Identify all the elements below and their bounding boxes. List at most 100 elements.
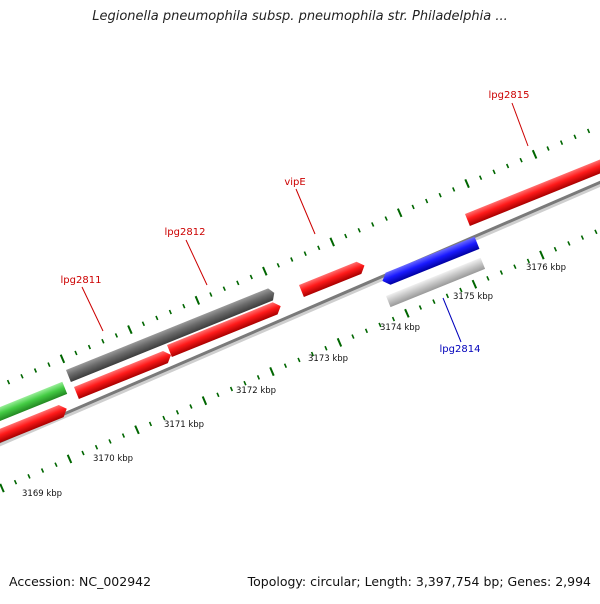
ruler-major-tick [471, 279, 478, 289]
ruler-minor-tick [6, 379, 11, 385]
ruler-minor-tick [573, 134, 577, 140]
ruler-minor-tick [94, 444, 99, 450]
ruler-minor-tick [148, 421, 153, 427]
ruler-label: 3176 kbp [526, 263, 566, 273]
ruler-minor-tick [364, 328, 369, 334]
ruler-major-tick [404, 308, 410, 318]
ruler-major-tick [329, 237, 335, 247]
gene-feature-green[interactable] [0, 381, 68, 424]
ruler-minor-tick [290, 257, 294, 262]
ruler-minor-tick [243, 380, 247, 386]
ruler-minor-tick [411, 204, 415, 210]
ruler-minor-tick [445, 293, 450, 299]
ruler-minor-tick [519, 157, 523, 163]
ruler-major-tick [396, 208, 403, 218]
backbone [0, 180, 600, 447]
gene-labels: lpg2811 lpg2812 vipE lpg2815 lpg2814 [61, 90, 530, 355]
gene-label-lpg2814[interactable]: lpg2814 [440, 344, 481, 355]
gene-label-lpg2812[interactable]: lpg2812 [165, 227, 206, 238]
topology-summary: Topology: circular; Length: 3,397,754 bp… [247, 574, 591, 589]
gene-feature-gray[interactable] [66, 287, 277, 383]
ruler-major-tick [464, 179, 470, 189]
gene-feature-red[interactable] [0, 403, 69, 445]
ruler-minor-tick [54, 462, 58, 468]
ruler-minor-tick [486, 275, 490, 281]
gene-feature-blue[interactable] [380, 236, 480, 287]
ruler-minor-tick [378, 322, 382, 328]
ruler-label: 3169 kbp [22, 489, 62, 499]
ruler-minor-tick [168, 309, 172, 315]
ruler-minor-tick [47, 362, 51, 368]
map-title: Legionella pneumophila subsp. pneumophil… [92, 9, 508, 24]
gene-feature-lpg2814[interactable] [386, 257, 486, 308]
ruler-major-tick [539, 250, 545, 260]
ruler-minor-tick [371, 222, 375, 227]
ruler-minor-tick [567, 241, 571, 246]
ruler-minor-tick [478, 175, 483, 181]
ruler-minor-tick [452, 187, 456, 192]
ruler-minor-tick [101, 338, 105, 344]
ruler-label: 3171 kbp [164, 420, 204, 430]
ruler-minor-tick [553, 246, 558, 252]
ruler-minor-tick [513, 264, 517, 270]
ruler-minor-tick [108, 439, 112, 444]
ruler-minor-tick [114, 333, 119, 338]
ruler-major-tick [0, 483, 5, 493]
ruler-minor-tick [505, 163, 510, 169]
ruler-minor-tick [276, 262, 280, 268]
label-leaders [81, 102, 529, 343]
ruler-minor-tick [594, 229, 598, 235]
ruler-minor-tick [492, 169, 496, 175]
ruler-minor-tick [297, 357, 301, 363]
ruler-minor-tick [27, 473, 31, 479]
ruler-minor-tick [310, 351, 315, 357]
ruler-minor-tick [189, 404, 193, 409]
ruler-minor-tick [74, 350, 78, 356]
gene-feature-lpg2812[interactable] [167, 300, 283, 358]
ruler-major-tick [127, 325, 133, 335]
ruler-minor-tick [438, 192, 442, 198]
ruler-minor-tick [162, 415, 166, 421]
ruler-minor-tick [175, 409, 180, 415]
ruler-major-tick [201, 396, 208, 406]
ruler-minor-tick [33, 368, 38, 373]
ruler-minor-tick [236, 280, 240, 286]
ruler-minor-tick [324, 345, 328, 351]
ruler-minor-tick [559, 140, 564, 146]
ruler-minor-tick [182, 303, 186, 309]
ruler-major-tick [66, 454, 73, 464]
ruler-minor-tick [418, 305, 423, 310]
ruler-minor-tick [13, 479, 18, 485]
ruler-label: 3173 kbp [308, 354, 348, 364]
ruler-label: 3174 kbp [380, 323, 420, 333]
ruler-minor-tick [121, 433, 126, 438]
outer-ruler-ticks [6, 128, 591, 385]
ruler-minor-tick [141, 321, 146, 327]
ruler-minor-tick [283, 363, 288, 369]
ruler-minor-tick [317, 245, 321, 251]
gene-label-vipE[interactable]: vipE [284, 177, 305, 188]
ruler-minor-tick [216, 392, 220, 398]
gene-feature-vipE[interactable] [299, 260, 367, 298]
ruler-minor-tick [580, 235, 585, 240]
gene-label-lpg2811[interactable]: lpg2811 [61, 275, 102, 286]
gene-feature-lpg2815[interactable] [465, 157, 600, 227]
ruler-label: 3170 kbp [93, 454, 133, 464]
gene-feature-lpg2811[interactable] [74, 349, 173, 400]
gene-label-lpg2815[interactable]: lpg2815 [489, 90, 530, 101]
ruler-major-tick [336, 337, 343, 347]
ruler-major-tick [59, 354, 66, 364]
ruler-minor-tick [209, 292, 213, 297]
ruler-minor-tick [526, 258, 531, 264]
ruler-minor-tick [81, 450, 85, 456]
ruler-minor-tick [586, 128, 591, 134]
ruler-minor-tick [155, 315, 159, 321]
ruler-minor-tick [425, 198, 429, 204]
ruler-minor-tick [229, 386, 234, 392]
ruler-minor-tick [391, 316, 396, 322]
ruler-minor-tick [249, 274, 253, 280]
ruler-minor-tick [40, 468, 45, 473]
ruler-minor-tick [222, 286, 226, 292]
